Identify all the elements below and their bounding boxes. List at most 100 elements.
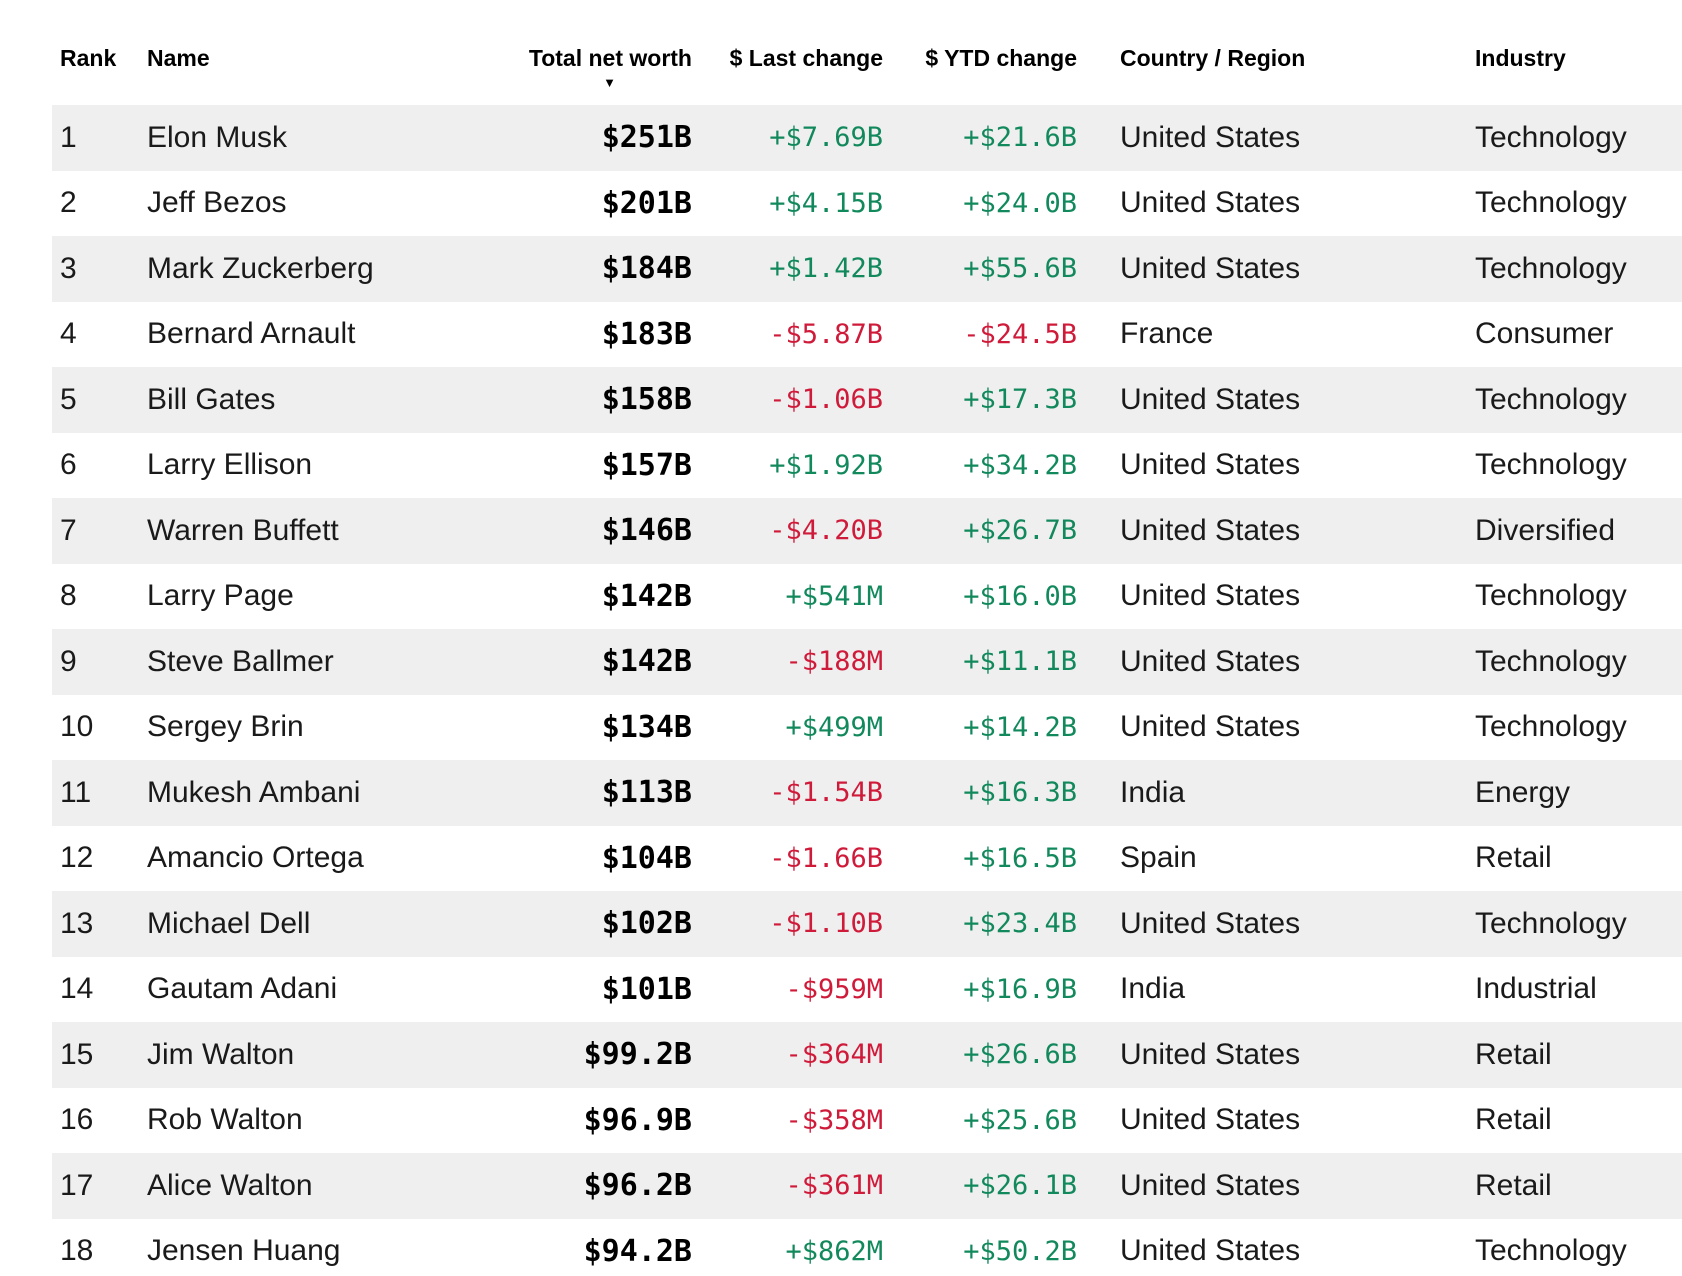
country-cell: United States	[1120, 1037, 1301, 1071]
rank-cell: 15	[60, 1037, 94, 1071]
name-cell: Bill Gates	[147, 382, 276, 416]
name-cell: Amancio Ortega	[147, 841, 364, 875]
industry-cell: Industrial	[1475, 972, 1597, 1006]
table-row[interactable]: 2 Jeff Bezos $201B +$4.15B +$24.0B Unite…	[52, 171, 1682, 237]
name-cell: Jeff Bezos	[147, 186, 287, 220]
industry-cell: Diversified	[1475, 513, 1616, 547]
table-row[interactable]: 3 Mark Zuckerberg $184B +$1.42B +$55.6B …	[52, 236, 1682, 302]
rank-cell: 18	[60, 1234, 94, 1268]
table-row[interactable]: 13 Michael Dell $102B -$1.10B +$23.4B Un…	[52, 891, 1682, 957]
table-row[interactable]: 8 Larry Page $142B +$541M +$16.0B United…	[52, 564, 1682, 630]
ytd-change-cell: +$17.3B	[963, 384, 1077, 416]
country-cell: United States	[1120, 1234, 1301, 1268]
name-cell: Gautam Adani	[147, 972, 338, 1006]
table-row[interactable]: 12 Amancio Ortega $104B -$1.66B +$16.5B …	[52, 826, 1682, 892]
rank-cell: 14	[60, 972, 94, 1006]
industry-cell: Technology	[1475, 186, 1627, 220]
country-cell: United States	[1120, 120, 1301, 154]
column-header-rank[interactable]: Rank	[60, 45, 117, 71]
country-cell: United States	[1120, 710, 1301, 744]
column-header-country[interactable]: Country / Region	[1120, 45, 1306, 71]
industry-cell: Technology	[1475, 382, 1627, 416]
last-change-cell: -$188M	[785, 646, 883, 678]
net-worth-cell: $94.2B	[583, 1233, 692, 1269]
table-row[interactable]: 6 Larry Ellison $157B +$1.92B +$34.2B Un…	[52, 433, 1682, 499]
table-row[interactable]: 5 Bill Gates $158B -$1.06B +$17.3B Unite…	[52, 367, 1682, 433]
column-header-last-change[interactable]: $ Last change	[729, 45, 883, 71]
ytd-change-cell: +$14.2B	[963, 711, 1077, 743]
net-worth-cell: $99.2B	[583, 1037, 692, 1073]
industry-cell: Technology	[1475, 579, 1627, 613]
name-cell: Larry Ellison	[147, 448, 313, 482]
ytd-change-cell: +$26.7B	[963, 515, 1077, 547]
rank-cell: 7	[60, 513, 77, 547]
table-row[interactable]: 18 Jensen Huang $94.2B +$862M +$50.2B Un…	[52, 1219, 1682, 1276]
last-change-cell: +$4.15B	[769, 187, 883, 219]
name-cell: Rob Walton	[147, 1103, 303, 1137]
ytd-change-cell: +$21.6B	[963, 122, 1077, 154]
ytd-change-cell: +$11.1B	[963, 646, 1077, 678]
table-row[interactable]: 17 Alice Walton $96.2B -$361M +$26.1B Un…	[52, 1153, 1682, 1219]
country-cell: Spain	[1120, 841, 1197, 875]
table-row[interactable]: 11 Mukesh Ambani $113B -$1.54B +$16.3B I…	[52, 760, 1682, 826]
ytd-change-cell: +$50.2B	[963, 1235, 1077, 1267]
industry-cell: Technology	[1475, 448, 1627, 482]
country-cell: United States	[1120, 1103, 1301, 1137]
table-row[interactable]: 4 Bernard Arnault $183B -$5.87B -$24.5B …	[52, 302, 1682, 368]
table-row[interactable]: 14 Gautam Adani $101B -$959M +$16.9B Ind…	[52, 957, 1682, 1023]
last-change-cell: -$1.54B	[769, 777, 883, 809]
net-worth-cell: $142B	[601, 644, 692, 680]
ytd-change-cell: +$23.4B	[963, 908, 1077, 940]
table-row[interactable]: 15 Jim Walton $99.2B -$364M +$26.6B Unit…	[52, 1022, 1682, 1088]
industry-cell: Technology	[1475, 1234, 1627, 1268]
column-header-ytd-change[interactable]: $ YTD change	[925, 45, 1077, 71]
last-change-cell: +$541M	[785, 580, 883, 612]
industry-cell: Technology	[1475, 906, 1627, 940]
industry-cell: Retail	[1475, 1037, 1552, 1071]
last-change-cell: -$1.06B	[769, 384, 883, 416]
ytd-change-cell: +$16.3B	[963, 777, 1077, 809]
name-cell: Mukesh Ambani	[147, 775, 361, 809]
country-cell: United States	[1120, 448, 1301, 482]
sort-descending-icon: ▼	[603, 75, 616, 90]
net-worth-cell: $101B	[601, 971, 692, 1007]
column-header-name[interactable]: Name	[147, 45, 210, 71]
country-cell: India	[1120, 775, 1186, 809]
name-cell: Mark Zuckerberg	[147, 251, 374, 285]
ytd-change-cell: +$24.0B	[963, 187, 1077, 219]
net-worth-cell: $113B	[601, 775, 692, 811]
column-header-industry[interactable]: Industry	[1475, 45, 1566, 71]
country-cell: United States	[1120, 1168, 1301, 1202]
country-cell: India	[1120, 972, 1186, 1006]
table-row[interactable]: 16 Rob Walton $96.9B -$358M +$25.6B Unit…	[52, 1088, 1682, 1154]
industry-cell: Technology	[1475, 120, 1627, 154]
table-row[interactable]: 7 Warren Buffett $146B -$4.20B +$26.7B U…	[52, 498, 1682, 564]
name-cell: Bernard Arnault	[147, 317, 356, 351]
table-row[interactable]: 10 Sergey Brin $134B +$499M +$14.2B Unit…	[52, 695, 1682, 761]
last-change-cell: -$1.66B	[769, 842, 883, 874]
column-header-net-worth[interactable]: Total net worth ▼	[527, 45, 692, 89]
name-cell: Alice Walton	[147, 1168, 313, 1202]
last-change-cell: -$4.20B	[769, 515, 883, 547]
industry-cell: Technology	[1475, 251, 1627, 285]
rank-cell: 2	[60, 186, 77, 220]
rank-cell: 5	[60, 382, 77, 416]
rank-cell: 11	[60, 775, 92, 809]
country-cell: France	[1120, 317, 1214, 351]
rank-cell: 17	[60, 1168, 94, 1202]
rank-cell: 10	[60, 710, 94, 744]
country-cell: United States	[1120, 644, 1301, 678]
net-worth-cell: $146B	[601, 513, 692, 549]
ytd-change-cell: +$16.0B	[963, 580, 1077, 612]
ytd-change-cell: +$34.2B	[963, 449, 1077, 481]
name-cell: Michael Dell	[147, 906, 311, 940]
last-change-cell: -$1.10B	[769, 908, 883, 940]
name-cell: Steve Ballmer	[147, 644, 334, 678]
industry-cell: Consumer	[1475, 317, 1614, 351]
table-row[interactable]: 9 Steve Ballmer $142B -$188M +$11.1B Uni…	[52, 629, 1682, 695]
ytd-change-cell: +$26.6B	[963, 1039, 1077, 1071]
table-row[interactable]: 1 Elon Musk $251B +$7.69B +$21.6B United…	[52, 105, 1682, 171]
country-cell: United States	[1120, 186, 1301, 220]
rank-cell: 4	[60, 317, 77, 351]
